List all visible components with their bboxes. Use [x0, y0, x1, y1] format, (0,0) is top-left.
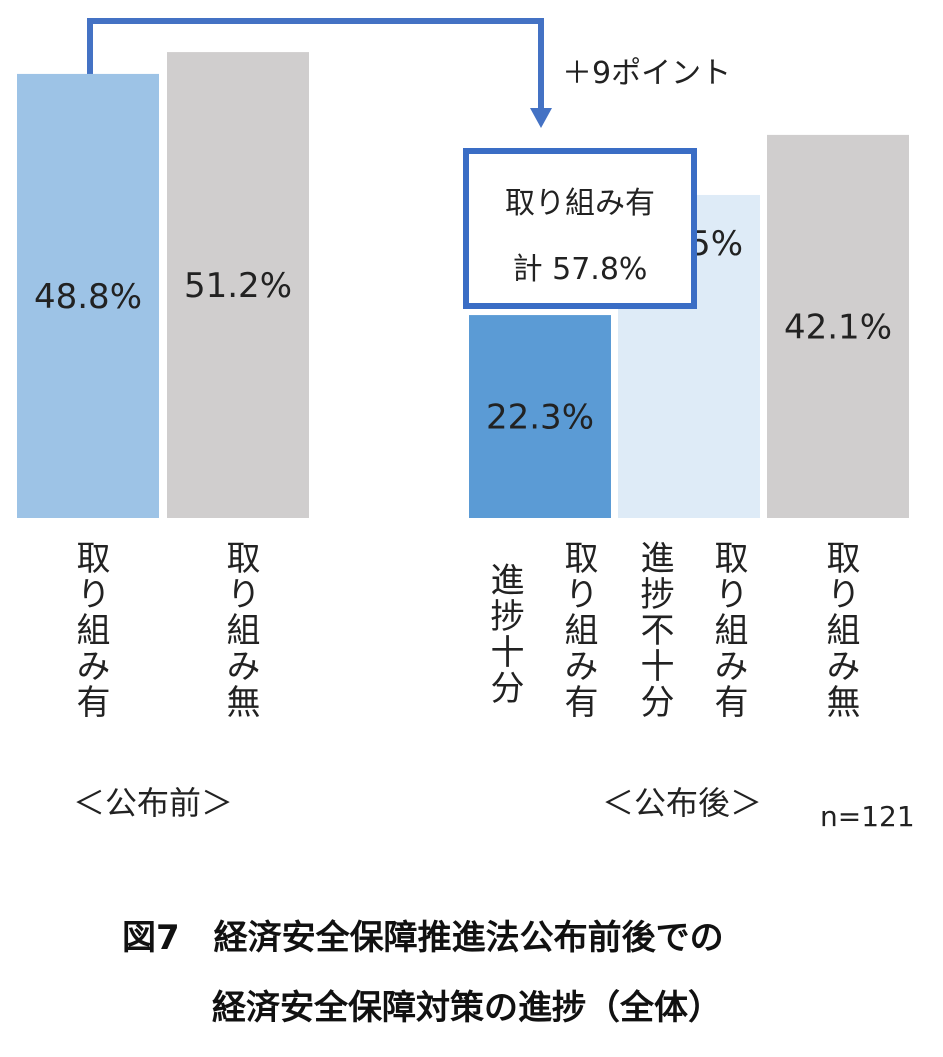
bar-after-sufficient	[469, 315, 611, 518]
data-label-after-sufficient: 22.3%	[486, 398, 594, 438]
group-label-after: ＜公布後＞	[602, 784, 763, 822]
figure-title-line-1: 図7 経済安全保障推進法公布前後での	[122, 918, 724, 958]
category-label-before-yes: 取り組み有	[70, 540, 110, 720]
callout-line-1: 取り組み有	[505, 186, 655, 221]
data-label-after-no: 42.1%	[784, 307, 892, 347]
total-callout-box: 取り組み有 計 57.8%	[463, 148, 697, 309]
data-label-before-yes: 48.8%	[34, 277, 142, 317]
category-label-after-sufficient-line1: 進捗十分	[484, 562, 524, 706]
category-label-before-no: 取り組み無	[220, 540, 260, 720]
bar-before-yes	[17, 73, 159, 519]
group-label-before: ＜公布前＞	[73, 784, 234, 822]
sample-size: n=121	[820, 800, 915, 833]
figure-title-line-2: 経済安全保障対策の進捗（全体）	[212, 988, 722, 1028]
category-label-after-insufficient-line1: 進捗不十分	[634, 540, 674, 720]
increase-arrow	[87, 18, 544, 112]
data-label-before-no: 51.2%	[184, 266, 292, 306]
category-label-after-no: 取り組み無	[820, 540, 860, 720]
arrow-head-icon	[530, 108, 552, 128]
bar-before-no	[167, 52, 309, 519]
bar-after-no	[767, 134, 909, 518]
category-label-after-sufficient-line2: 取り組み有	[558, 540, 598, 720]
category-label-after-insufficient-line2: 取り組み有	[708, 540, 748, 720]
callout-line-2: 計 57.8%	[512, 252, 648, 287]
increase-annotation: ＋9ポイント	[562, 56, 732, 91]
